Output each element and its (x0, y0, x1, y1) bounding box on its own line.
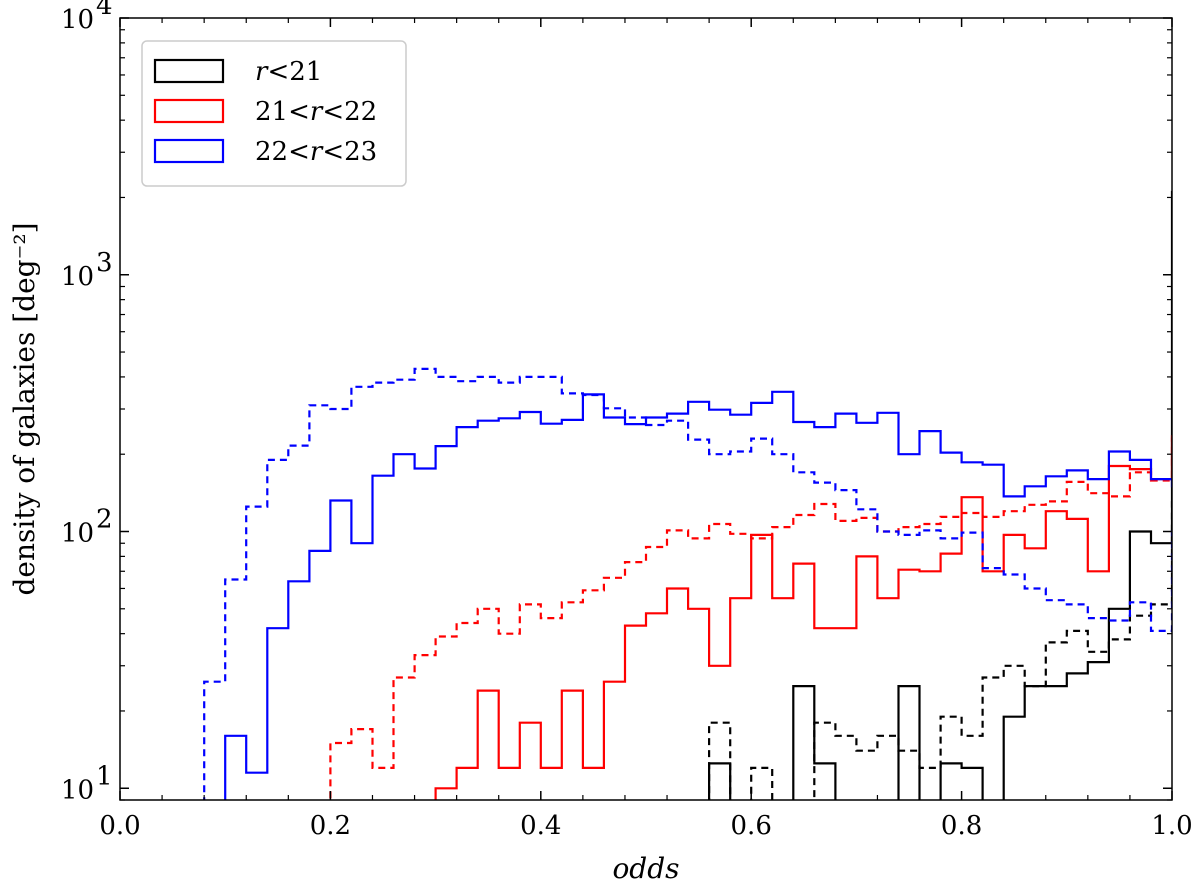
y-axis-label: density of galaxies [deg⁻²] (8, 222, 41, 595)
legend-swatch (153, 98, 225, 124)
legend-box (141, 40, 407, 187)
x-tick-label: 0.0 (99, 811, 140, 841)
x-axis-label: odds (612, 852, 679, 885)
legend: r<21 21<r<22 22<r<23 (141, 40, 407, 187)
x-tick-label: 1.0 (1151, 811, 1192, 841)
series-layer (203, 190, 1172, 800)
y-tick-label: 10 (61, 519, 94, 549)
y-tick-label: 10 (61, 262, 94, 292)
x-tick-label: 0.8 (941, 811, 982, 841)
x-tick-label: 0.2 (310, 811, 351, 841)
series-line-0 (708, 190, 1172, 800)
y-tick-exponent: 4 (96, 0, 113, 21)
y-tick-exponent: 2 (96, 505, 113, 535)
y-tick-label: 10 (61, 5, 94, 35)
legend-swatch (153, 58, 225, 84)
legend-swatch (153, 138, 225, 164)
series-line-4 (224, 390, 1172, 800)
series-line-1 (708, 501, 1172, 800)
series-line-2 (434, 437, 1172, 800)
series-line-3 (329, 435, 1172, 800)
y-tick-label: 10 (61, 775, 94, 805)
legend-label: 22<r<23 (255, 137, 377, 167)
legend-label: r<21 (255, 57, 322, 87)
x-tick-label: 0.4 (520, 811, 561, 841)
legend-label: 21<r<22 (255, 97, 377, 127)
y-tick-exponent: 3 (96, 248, 113, 278)
series-line-5 (203, 367, 1172, 800)
x-tick-label: 0.6 (731, 811, 772, 841)
y-tick-exponent: 1 (96, 761, 113, 791)
